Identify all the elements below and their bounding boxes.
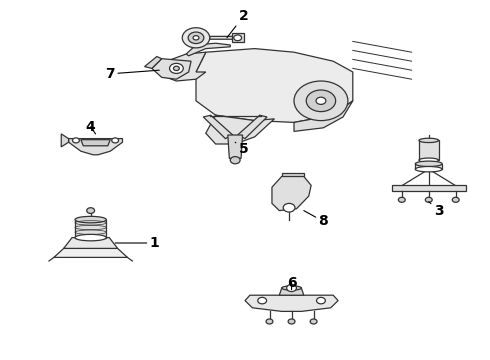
Polygon shape — [232, 33, 244, 42]
Circle shape — [317, 297, 325, 304]
Polygon shape — [228, 135, 243, 158]
Polygon shape — [69, 139, 122, 155]
Text: 2: 2 — [227, 9, 248, 38]
Circle shape — [182, 28, 210, 48]
Polygon shape — [196, 49, 353, 122]
Circle shape — [112, 138, 119, 143]
Ellipse shape — [415, 166, 442, 172]
Ellipse shape — [419, 138, 439, 143]
Polygon shape — [64, 238, 118, 248]
Polygon shape — [162, 65, 186, 74]
Polygon shape — [272, 176, 311, 211]
Circle shape — [398, 197, 405, 202]
Circle shape — [306, 90, 336, 112]
Text: 4: 4 — [86, 120, 96, 134]
Polygon shape — [54, 248, 127, 257]
Polygon shape — [206, 115, 274, 144]
Polygon shape — [282, 173, 304, 176]
Circle shape — [425, 197, 432, 202]
Polygon shape — [81, 140, 110, 146]
Polygon shape — [238, 115, 267, 139]
Polygon shape — [75, 220, 106, 238]
Circle shape — [316, 97, 326, 104]
Circle shape — [170, 63, 183, 73]
Circle shape — [87, 208, 95, 213]
Ellipse shape — [415, 161, 442, 166]
Polygon shape — [152, 59, 191, 79]
Ellipse shape — [419, 158, 439, 162]
Circle shape — [287, 284, 296, 292]
Polygon shape — [145, 57, 162, 68]
Polygon shape — [162, 52, 206, 81]
Circle shape — [230, 157, 240, 164]
Polygon shape — [61, 134, 69, 147]
Circle shape — [234, 35, 242, 41]
Ellipse shape — [75, 216, 106, 223]
Text: 3: 3 — [429, 202, 443, 217]
Circle shape — [283, 203, 295, 212]
Circle shape — [310, 319, 317, 324]
Ellipse shape — [282, 286, 301, 290]
Text: 7: 7 — [105, 67, 159, 81]
Circle shape — [288, 319, 295, 324]
Ellipse shape — [75, 234, 106, 241]
Polygon shape — [186, 43, 230, 56]
Polygon shape — [416, 164, 442, 169]
Polygon shape — [245, 295, 338, 311]
Text: 8: 8 — [304, 211, 328, 228]
Circle shape — [173, 66, 179, 71]
Circle shape — [188, 32, 204, 44]
Circle shape — [294, 81, 348, 121]
Polygon shape — [419, 140, 439, 160]
Text: 5: 5 — [235, 142, 248, 156]
Circle shape — [266, 319, 273, 324]
Text: 6: 6 — [287, 276, 296, 290]
Circle shape — [258, 297, 267, 304]
Polygon shape — [203, 115, 233, 139]
Polygon shape — [294, 101, 353, 131]
Circle shape — [193, 36, 199, 40]
Circle shape — [452, 197, 459, 202]
Polygon shape — [210, 36, 235, 39]
Polygon shape — [392, 185, 465, 191]
Text: 1: 1 — [115, 236, 159, 250]
Circle shape — [73, 138, 79, 143]
Polygon shape — [279, 288, 304, 295]
